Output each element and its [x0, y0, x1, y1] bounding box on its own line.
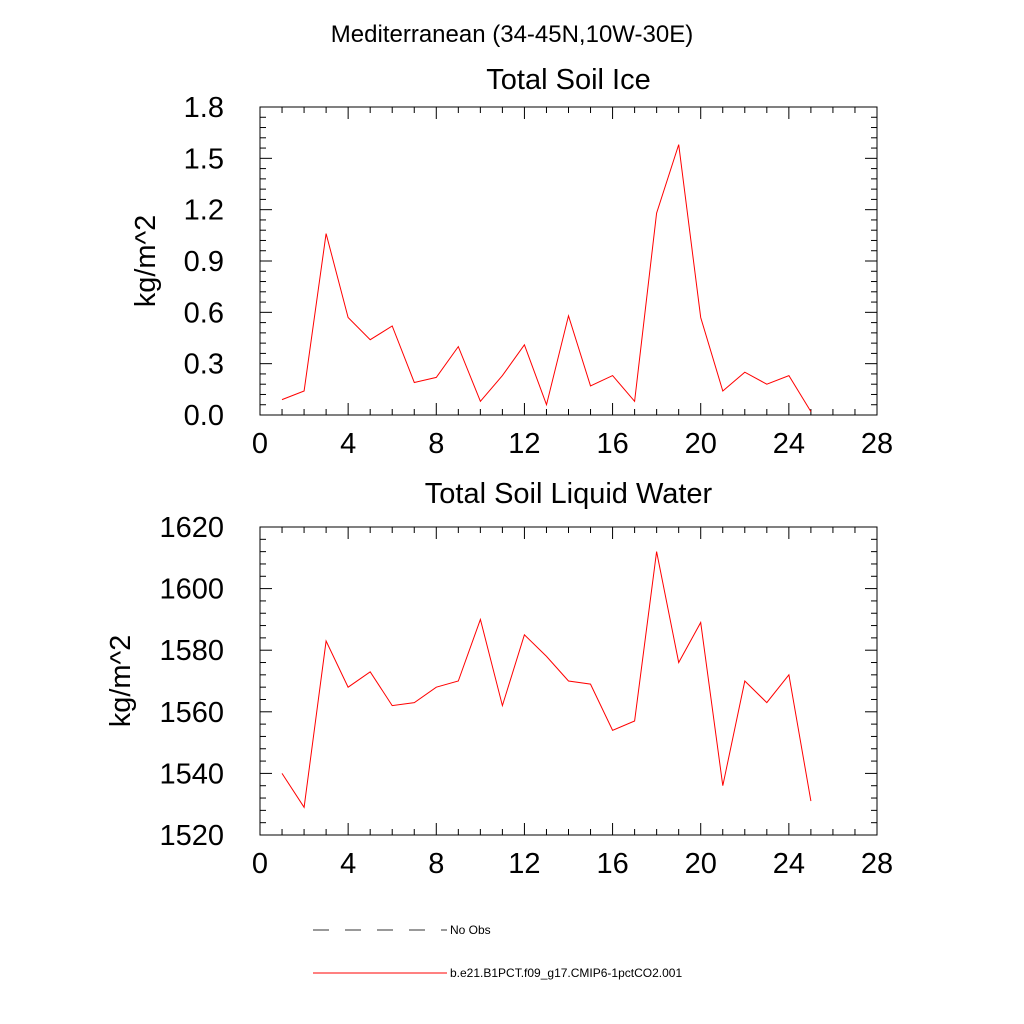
- x-tick-label: 4: [340, 848, 356, 880]
- y-tick-label: 0.3: [184, 349, 224, 381]
- y-tick-label: 1540: [159, 758, 224, 790]
- y-tick-label: 1600: [159, 574, 224, 606]
- y-tick-label: 1580: [159, 635, 224, 667]
- panel-1: Total Soil Ice kg/m^2 0 4 8 12 16 20 24 28 0.0 0.3 0…: [130, 64, 893, 460]
- x-tick-label: 12: [508, 428, 540, 460]
- y-axis-label: kg/m^2: [105, 635, 137, 728]
- x-tick-label: 12: [508, 848, 540, 880]
- x-tick-label: 8: [428, 428, 444, 460]
- panel-title: Total Soil Liquid Water: [425, 478, 713, 510]
- x-tick-label: 8: [428, 848, 444, 880]
- y-tick-label: 0.9: [184, 246, 224, 278]
- series-line-1: [281, 551, 812, 809]
- x-tick-label: 20: [685, 848, 717, 880]
- y-tick-label: 1520: [159, 820, 224, 852]
- legend-item-1: No Obs: [313, 923, 491, 937]
- x-tick-label: 16: [596, 848, 628, 880]
- series-line-1: [281, 144, 812, 412]
- x-tick-label: 24: [773, 428, 805, 460]
- x-tick-label: 0: [252, 428, 268, 460]
- x-tick-label: 16: [596, 428, 628, 460]
- x-tick-label: 4: [340, 428, 356, 460]
- legend-label: No Obs: [450, 923, 491, 937]
- x-tick-label: 28: [861, 848, 893, 880]
- x-tick-label: 28: [861, 428, 893, 460]
- x-tick-label: 24: [773, 848, 805, 880]
- figure-suptitle: Mediterranean (34-45N,10W-30E): [331, 21, 693, 48]
- x-tick-label: 20: [685, 428, 717, 460]
- legend: No Obs b.e21.B1PCT.f09_g17.CMIP6-1pctCO2.…: [313, 923, 682, 980]
- y-tick-label: 1.8: [184, 92, 224, 124]
- y-tick-label: 1620: [159, 512, 224, 544]
- y-tick-label: 1.2: [184, 195, 224, 227]
- panel-title: Total Soil Ice: [486, 64, 650, 96]
- y-tick-label: 0.0: [184, 400, 224, 432]
- y-axis-label: kg/m^2: [130, 215, 162, 308]
- y-tick-label: 1.5: [184, 143, 224, 175]
- legend-label: b.e21.B1PCT.f09_g17.CMIP6-1pctCO2.001: [450, 966, 682, 980]
- y-tick-label: 0.6: [184, 297, 224, 329]
- y-tick-label: 1560: [159, 697, 224, 729]
- plot-frame: [259, 106, 878, 416]
- x-tick-label: 0: [252, 848, 268, 880]
- legend-item-2: b.e21.B1PCT.f09_g17.CMIP6-1pctCO2.001: [313, 966, 682, 980]
